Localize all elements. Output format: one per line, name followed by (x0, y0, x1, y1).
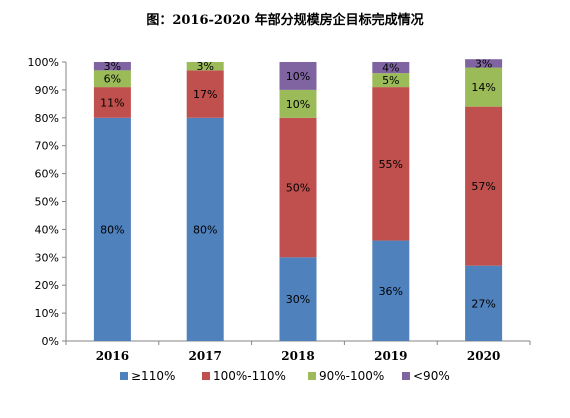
y-tick-label: 40% (35, 223, 59, 236)
data-label: 11% (100, 96, 124, 109)
legend-label: 100%-110% (213, 369, 286, 383)
legend-swatch (120, 372, 128, 380)
y-tick-label: 20% (35, 279, 59, 292)
bar-segment (279, 257, 317, 341)
data-label: 36% (379, 285, 403, 298)
chart-title: 图：2016-2020 年部分规模房企目标完成情况 (146, 12, 423, 28)
data-label: 10% (286, 70, 310, 83)
data-label: 17% (193, 88, 217, 101)
data-label: 3% (196, 60, 213, 73)
y-tick-label: 50% (35, 196, 59, 209)
data-label: 14% (471, 81, 495, 94)
y-tick-label: 100% (28, 56, 59, 69)
y-tick-label: 90% (35, 84, 59, 97)
x-tick-label: 2020 (467, 349, 500, 363)
chart-legend: ≥110% 100%-110% 90%-100% <90% (120, 369, 450, 383)
legend-swatch (402, 372, 410, 380)
bar-segment (465, 67, 503, 107)
x-tick-label: 2018 (281, 349, 314, 363)
data-label: 3% (104, 60, 121, 73)
bar-segment (186, 117, 224, 341)
data-label: 55% (379, 158, 403, 171)
y-tick-label: 0% (42, 335, 59, 348)
legend-swatch (308, 372, 316, 380)
x-tick-label: 2019 (374, 349, 407, 363)
data-label: 10% (286, 98, 310, 111)
data-label: 30% (286, 293, 310, 306)
bar-segment (186, 70, 224, 118)
bar-segment (465, 59, 503, 68)
bar-segment (93, 117, 131, 341)
y-tick-label: 80% (35, 112, 59, 125)
legend-swatch (202, 372, 210, 380)
bar-segment (186, 62, 224, 71)
bar-segment (279, 89, 317, 118)
y-tick-label: 60% (35, 168, 59, 181)
chart-axes: 0% 10% 20% 30% 40% 50% 60% 70% 80% 90% 100% 2016 201… (28, 56, 531, 363)
x-tick-label: 2016 (96, 349, 129, 363)
y-tick-label: 10% (35, 307, 59, 320)
legend-label: ≥110% (131, 369, 175, 383)
bar-segment (372, 87, 410, 241)
data-label: 5% (382, 74, 399, 87)
bar-segment (93, 87, 131, 118)
legend-label: <90% (413, 369, 450, 383)
data-label: 6% (104, 73, 121, 86)
bar-segment (465, 265, 503, 341)
x-tick-label: 2017 (188, 349, 221, 363)
data-label: 27% (471, 297, 495, 310)
data-label: 50% (286, 182, 310, 195)
data-label: 4% (382, 62, 399, 75)
chart-bars: 80%11%6%3%80%17%3%30%50%10%10%36%55%5%4%… (93, 57, 503, 341)
bar-segment (279, 117, 317, 258)
legend-label: 90%-100% (319, 369, 384, 383)
y-tick-label: 70% (35, 140, 59, 153)
data-label: 3% (475, 57, 492, 70)
bar-segment (372, 73, 410, 88)
y-tick-label: 30% (35, 251, 59, 264)
bar-segment (372, 62, 410, 74)
bar-segment (93, 70, 131, 88)
bar-segment (279, 62, 317, 90)
data-label: 80% (100, 223, 124, 236)
bar-segment (93, 62, 131, 71)
data-label: 57% (471, 180, 495, 193)
bar-segment (372, 240, 410, 341)
data-label: 80% (193, 223, 217, 236)
bar-segment (465, 106, 503, 266)
